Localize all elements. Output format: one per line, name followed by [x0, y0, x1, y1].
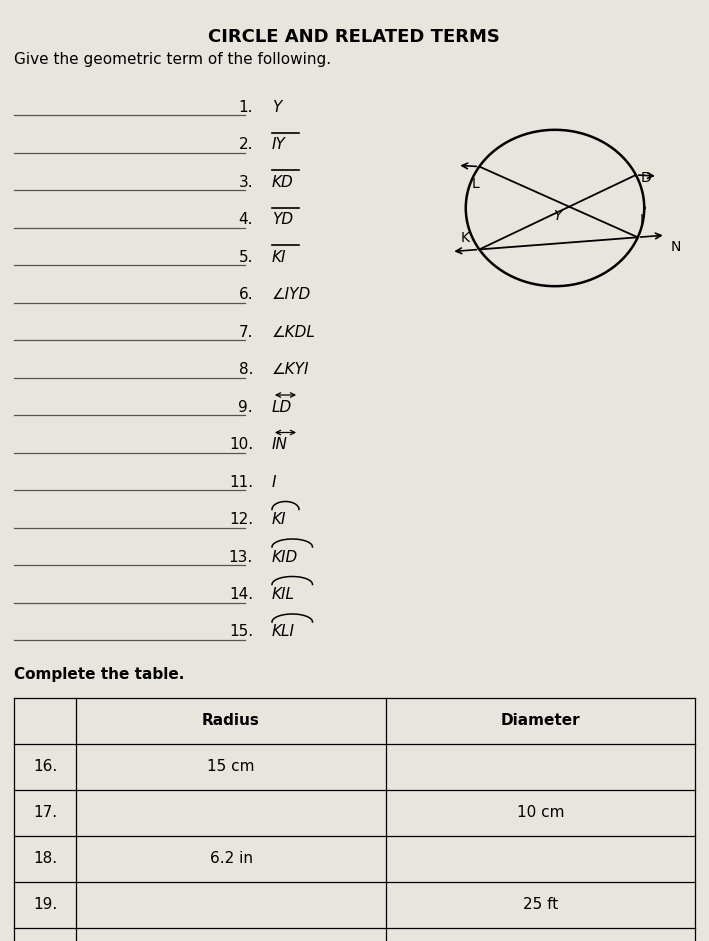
Text: 18.: 18. [33, 851, 57, 866]
Text: 4.: 4. [238, 212, 253, 227]
Text: Give the geometric term of the following.: Give the geometric term of the following… [14, 52, 331, 67]
Text: 6.: 6. [238, 287, 253, 302]
Text: Radius: Radius [202, 713, 260, 728]
Text: Diameter: Diameter [501, 713, 580, 728]
Text: 5.: 5. [238, 249, 253, 264]
Text: 25 ft: 25 ft [523, 897, 558, 912]
Text: 3.: 3. [238, 174, 253, 189]
Text: YD: YD [272, 212, 293, 227]
Text: 14.: 14. [229, 587, 253, 602]
Text: Y: Y [553, 209, 562, 223]
Text: 9.: 9. [238, 400, 253, 414]
Text: K: K [460, 231, 469, 246]
Text: ∠KDL: ∠KDL [272, 325, 316, 340]
Text: ∠KYI: ∠KYI [272, 362, 310, 377]
Text: I: I [272, 474, 277, 489]
Text: 1.: 1. [238, 100, 253, 115]
Text: Y: Y [272, 100, 281, 115]
Text: D: D [641, 171, 652, 185]
Text: IY: IY [272, 137, 286, 152]
Text: KD: KD [272, 174, 294, 189]
Text: KI: KI [272, 249, 286, 264]
Text: 12.: 12. [229, 512, 253, 527]
Text: KLI: KLI [272, 625, 295, 640]
Text: 15 cm: 15 cm [207, 759, 255, 774]
Text: Complete the table.: Complete the table. [14, 667, 184, 682]
Text: 19.: 19. [33, 897, 57, 912]
Text: 7.: 7. [238, 325, 253, 340]
Text: 8.: 8. [238, 362, 253, 377]
Text: 13.: 13. [229, 550, 253, 565]
Text: I: I [640, 214, 644, 228]
Text: 2.: 2. [238, 137, 253, 152]
Text: ∠IYD: ∠IYD [272, 287, 311, 302]
Text: L: L [471, 177, 479, 191]
Text: CIRCLE AND RELATED TERMS: CIRCLE AND RELATED TERMS [208, 28, 500, 46]
Text: KID: KID [272, 550, 298, 565]
Text: LD: LD [272, 400, 292, 414]
Text: 10.: 10. [229, 437, 253, 452]
Text: IN: IN [272, 437, 288, 452]
Text: N: N [671, 240, 681, 254]
Text: 10 cm: 10 cm [517, 805, 564, 820]
Text: 6.2 in: 6.2 in [209, 851, 252, 866]
Text: KIL: KIL [272, 587, 295, 602]
Text: 17.: 17. [33, 805, 57, 820]
Text: 11.: 11. [229, 474, 253, 489]
Text: 16.: 16. [33, 759, 57, 774]
Text: KI: KI [272, 512, 286, 527]
Text: 15.: 15. [229, 625, 253, 640]
